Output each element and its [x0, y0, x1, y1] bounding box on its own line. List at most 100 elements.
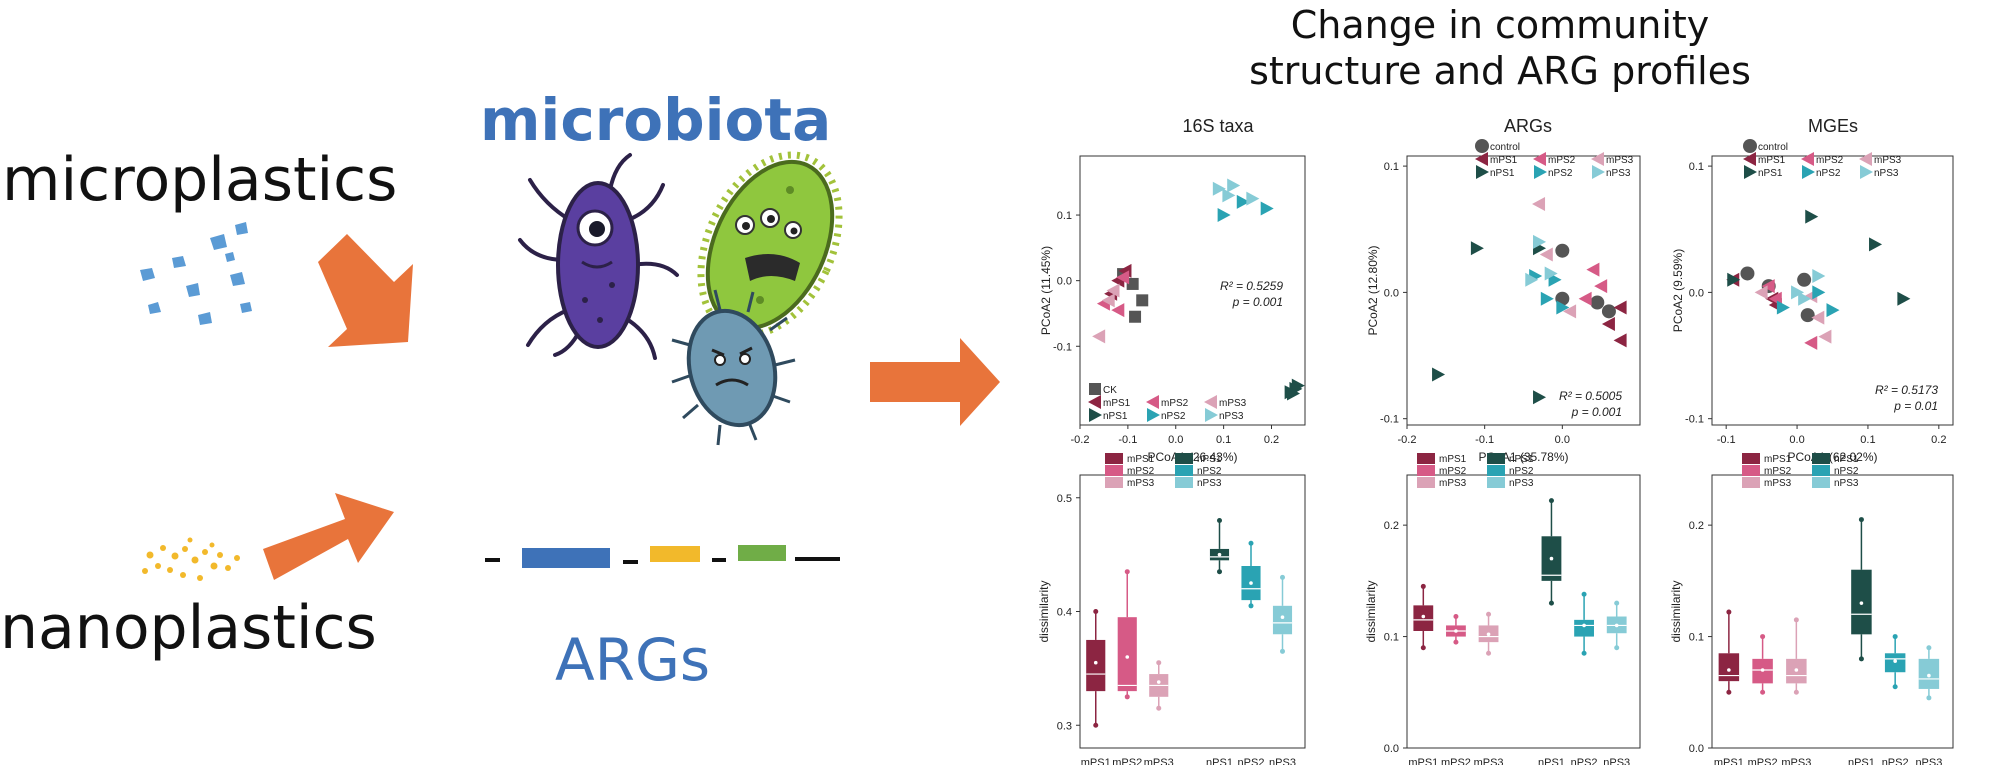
outlier-point [1760, 634, 1766, 640]
legend-swatch-mPS1 [1105, 453, 1123, 464]
point-mPS2 [1594, 279, 1608, 294]
mean-dot [1093, 660, 1098, 665]
legend-swatch-mPS3 [1742, 477, 1760, 488]
box-legend: mPS1 nPS1 mPS2 nPS2 mPS3 nPS3 [1417, 453, 1534, 489]
legend-label: nPS3 [1219, 411, 1244, 422]
x-tick-label: mPS1 [1081, 757, 1111, 765]
outlier-point [1217, 518, 1222, 523]
x-axis-label: PCoA1 (62.02%) [1787, 450, 1877, 464]
point-CK [1126, 277, 1139, 290]
y-axis-label: dissimilarity [1669, 580, 1683, 642]
legend-label: nPS2 [1161, 411, 1186, 422]
point-nPS1 [1897, 291, 1911, 306]
box-mPS1: mPS1 [1714, 609, 1744, 765]
legend-swatch-nPS3 [1487, 477, 1505, 488]
box-nPS2: nPS2 [1882, 634, 1909, 765]
point-mPS2 [1804, 335, 1818, 350]
x-tick-label: nPS1 [1538, 757, 1565, 765]
point-mPS3 [1563, 304, 1577, 319]
x-tick-label: nPS1 [1206, 757, 1233, 765]
x-tick-label: mPS2 [1748, 757, 1778, 765]
y-tick-label: 0.2 [1384, 520, 1399, 532]
legend-marker-CK [1089, 383, 1101, 395]
outlier-point [1858, 517, 1864, 523]
legend-swatch-nPS1 [1175, 453, 1193, 464]
outlier-point [1793, 689, 1799, 695]
legend-swatch-mPS2 [1742, 465, 1760, 476]
legend-label: mPS2 [1127, 466, 1155, 477]
box-body [1086, 639, 1106, 692]
point-CK [1136, 294, 1149, 307]
box-nPS3: nPS3 [1603, 600, 1630, 765]
y-tick-label: 0.0 [1689, 287, 1704, 299]
outlier-point [1858, 656, 1864, 662]
point-mPS3 [1818, 329, 1832, 344]
box-nPS1: nPS1 [1538, 498, 1565, 765]
x-tick-label: mPS1 [1714, 757, 1744, 765]
mean-dot [1549, 556, 1554, 561]
point-nPS2 [1556, 300, 1570, 315]
legend-label: control [1490, 142, 1520, 153]
box-nPS3: nPS3 [1915, 645, 1942, 765]
legend-label: nPS2 [1548, 168, 1573, 179]
outlier-point [1892, 634, 1898, 640]
y-axis-label: dissimilarity [1037, 580, 1051, 642]
point-control [1590, 295, 1605, 310]
point-mPS3 [1811, 310, 1825, 325]
outlier-point [1093, 722, 1099, 728]
point-nPS3 [1227, 178, 1241, 193]
point-nPS2 [1826, 303, 1840, 318]
point-nPS1 [1805, 209, 1819, 224]
scatter-legend: control mPS1 mPS2 mPS3 nPS1 nPS2 nPS3 [1475, 139, 1634, 179]
legend-label: nPS3 [1197, 478, 1222, 489]
outlier-point [1217, 569, 1222, 575]
mean-dot [1125, 655, 1130, 659]
microplastics-label: microplastics [2, 145, 397, 215]
y-tick-label: 0.2 [1689, 520, 1704, 532]
legend-marker-mPS1 [1475, 152, 1488, 166]
box-nPS1: nPS1 [1206, 518, 1233, 765]
legend-marker-mPS2 [1533, 152, 1546, 166]
point-nPS3 [1812, 268, 1826, 283]
legend-label: nPS2 [1197, 466, 1222, 477]
point-nPS3 [1246, 191, 1260, 206]
legend-marker-mPS1 [1088, 395, 1101, 409]
point-nPS3 [1525, 272, 1539, 287]
point-nPS1 [1470, 241, 1484, 256]
legend-marker-mPS3 [1204, 395, 1217, 409]
scatter-legend: CK mPS1 mPS2 mPS3 nPS1 nPS2 nPS3 [1088, 383, 1247, 422]
x-tick-label: -0.2 [1071, 434, 1090, 446]
scatter-title: 16S taxa [1182, 116, 1254, 136]
x-tick-label: mPS2 [1441, 757, 1471, 765]
y-tick-label: 0.4 [1057, 607, 1072, 619]
legend-marker-nPS1 [1744, 165, 1757, 179]
mean-dot [1727, 668, 1731, 672]
outlier-point [1892, 684, 1898, 690]
x-tick-label: nPS3 [1603, 757, 1630, 765]
legend-marker-nPS2 [1802, 165, 1815, 179]
x-tick-label: nPS3 [1269, 757, 1296, 765]
args-label: ARGs [555, 626, 710, 694]
p-value-stat: p = 0.001 [1571, 405, 1622, 419]
x-tick-label: -0.1 [1118, 434, 1137, 446]
point-nPS3 [1212, 181, 1226, 196]
legend-label: nPS2 [1834, 466, 1859, 477]
legend-label: nPS1 [1509, 454, 1534, 465]
point-mPS1 [1613, 333, 1627, 348]
scatter-title: ARGs [1504, 116, 1552, 136]
legend-swatch-nPS3 [1175, 477, 1193, 488]
plot-frame [1406, 474, 1641, 749]
box-mPS1: mPS1 [1081, 609, 1111, 765]
outlier-point [1453, 614, 1459, 620]
y-tick-label: 0.0 [1689, 743, 1704, 755]
legend-label: mPS2 [1548, 155, 1576, 166]
x-tick-label: -0.1 [1475, 434, 1494, 446]
legend-marker-nPS2 [1147, 408, 1160, 422]
mean-dot [1156, 680, 1161, 684]
legend-label: mPS1 [1127, 454, 1155, 465]
box-legend: mPS1 nPS1 mPS2 nPS2 mPS3 nPS3 [1105, 453, 1222, 489]
point-nPS3 [1798, 291, 1812, 306]
x-tick-label: mPS2 [1112, 757, 1142, 765]
y-tick-label: 0.1 [1384, 632, 1399, 644]
